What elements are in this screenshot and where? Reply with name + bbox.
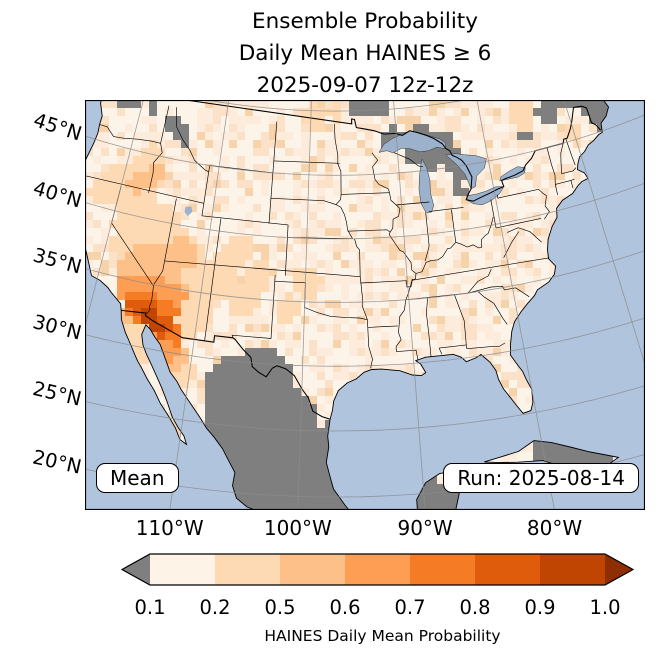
lat-tick-label: 45°N (30, 108, 85, 146)
colorbar-segment (410, 554, 476, 585)
colorbar-segment (215, 554, 281, 585)
coastline (85, 100, 609, 510)
lon-tick-label: 80°W (526, 516, 583, 540)
colorbar-segment (280, 554, 346, 585)
statistic-badge: Mean (96, 463, 179, 493)
lat-tick-label: 25°N (30, 377, 84, 411)
colorbar-tick-label: 0.5 (264, 596, 295, 619)
colorbar-tick-label: 0.1 (134, 596, 165, 619)
run-date-label: Run: 2025-08-14 (457, 466, 625, 490)
colorbar-tick-label: 0.2 (199, 596, 230, 619)
great-lake (418, 158, 434, 213)
lat-tick-label: 20°N (30, 445, 84, 479)
colorbar-tick-label: 0.6 (329, 596, 360, 619)
map-canvas (85, 100, 645, 510)
map-area: Mean Run: 2025-08-14 (85, 100, 645, 510)
statistic-label: Mean (110, 466, 165, 490)
colorbar-tick-label: 0.9 (524, 596, 555, 619)
colorbar: 0.1 0.2 0.5 0.6 0.7 0.8 0.9 1.0 (120, 553, 635, 619)
run-date-badge: Run: 2025-08-14 (443, 463, 639, 493)
colorbar-outline (120, 553, 635, 586)
great-lake (499, 166, 526, 182)
colorbar-segment (475, 554, 541, 585)
canada-border (182, 100, 601, 202)
great-lake (445, 153, 487, 190)
chart-title-line3: 2025-09-07 12z-12z (256, 73, 474, 98)
colorbar-under-arrow (122, 554, 150, 585)
colorbar-axis-label: HAINES Daily Mean Probability (264, 627, 501, 645)
map-frame (85, 100, 645, 510)
chart-title-line2: Daily Mean HAINES ≥ 6 (238, 41, 492, 66)
colorbar-segment (150, 554, 216, 585)
great-salt-lake (184, 206, 193, 217)
cuba-coastline (484, 440, 620, 470)
colorbar-tick-label: 0.8 (459, 596, 490, 619)
colorbar-tick-label: 0.7 (394, 596, 425, 619)
chart-title-line1: Ensemble Probability (252, 9, 478, 34)
lon-tick-label: 90°W (397, 516, 453, 540)
colorbar-segment (345, 554, 411, 585)
lat-tick-label: 30°N (30, 309, 84, 345)
colorbar-segment (540, 554, 606, 585)
colorbar-over-arrow (605, 554, 633, 585)
colorbar-tick-label: 1.0 (589, 596, 620, 619)
lat-tick-label: 35°N (30, 242, 85, 279)
graticule (85, 100, 645, 510)
lon-tick-label: 110°W (135, 516, 204, 540)
lon-tick-label: 100°W (263, 516, 332, 540)
lat-tick-label: 40°N (30, 176, 85, 213)
